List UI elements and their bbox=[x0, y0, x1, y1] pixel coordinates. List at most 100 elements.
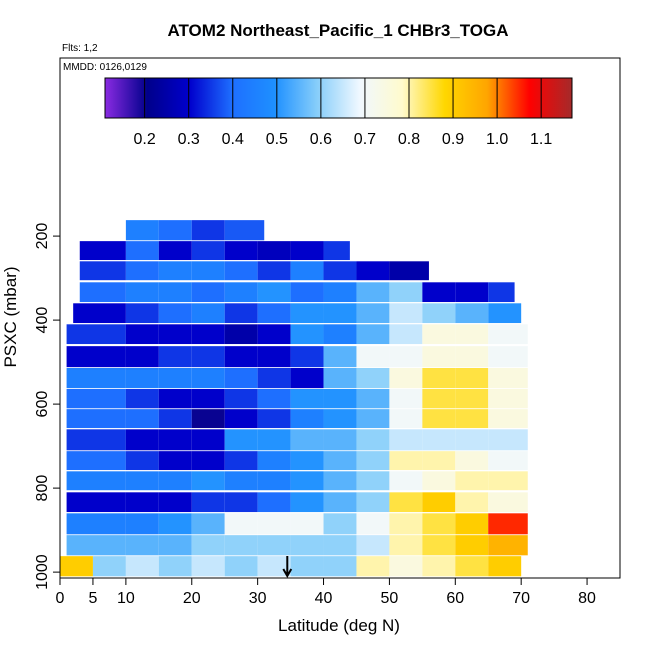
curtain-cell bbox=[389, 471, 423, 491]
curtain-cell bbox=[290, 535, 324, 556]
curtain-cell bbox=[158, 241, 192, 261]
curtain-cell bbox=[125, 429, 159, 451]
curtain-cell bbox=[455, 535, 489, 556]
x-tick-label: 40 bbox=[315, 590, 333, 607]
colorbar-tick-label: 1.1 bbox=[530, 131, 552, 148]
curtain-cell bbox=[224, 535, 258, 556]
colorbar-tick-label: 0.4 bbox=[222, 131, 244, 148]
curtain-cell bbox=[323, 367, 357, 389]
curtain-cell bbox=[191, 303, 225, 324]
curtain-cell bbox=[356, 261, 390, 281]
curtain-cell bbox=[455, 556, 489, 577]
x-axis-label: Latitude (deg N) bbox=[278, 616, 400, 635]
curtain-cell bbox=[488, 282, 515, 303]
curtain-cell bbox=[158, 303, 192, 324]
chart-title: ATOM2 Northeast_Pacific_1 CHBr3_TOGA bbox=[167, 21, 508, 40]
curtain-cell bbox=[488, 303, 522, 324]
curtain-cell bbox=[290, 471, 324, 491]
curtain-cell bbox=[356, 346, 390, 368]
curtain-cell bbox=[488, 388, 528, 409]
curtain-cell bbox=[455, 492, 489, 513]
curtain-cell bbox=[290, 367, 324, 389]
curtain-cell bbox=[224, 471, 258, 491]
x-tick-label: 50 bbox=[381, 590, 399, 607]
curtain-cell bbox=[257, 303, 291, 324]
curtain-cell bbox=[125, 388, 159, 409]
curtain-cell bbox=[191, 388, 225, 409]
colorbar-tick-label: 0.8 bbox=[398, 131, 420, 148]
x-tick-label: 80 bbox=[578, 590, 596, 607]
curtain-cell bbox=[290, 388, 324, 409]
curtain-cell bbox=[323, 409, 357, 429]
curtain-cell bbox=[323, 388, 357, 409]
curtain-cell bbox=[455, 367, 489, 389]
curtain-cell bbox=[389, 556, 423, 577]
curtain-cell bbox=[125, 282, 159, 303]
curtain-cell bbox=[356, 535, 390, 556]
curtain-cell bbox=[66, 429, 126, 451]
curtain-cell bbox=[79, 241, 126, 261]
curtain-cell bbox=[356, 388, 390, 409]
annotation: Flts: 1,2 bbox=[62, 43, 98, 54]
curtain-cell bbox=[389, 324, 423, 345]
curtain-cell bbox=[455, 388, 489, 409]
curtain-cell bbox=[224, 324, 258, 345]
curtain-cell bbox=[60, 556, 93, 577]
curtain-cell bbox=[323, 324, 357, 345]
curtain-cell bbox=[488, 367, 528, 389]
curtain-cell bbox=[125, 367, 159, 389]
curtain-cell bbox=[290, 282, 324, 303]
x-tick-label: 60 bbox=[446, 590, 464, 607]
curtain-cell bbox=[191, 282, 225, 303]
curtain-cell bbox=[455, 451, 489, 471]
curtain-cell bbox=[158, 429, 192, 451]
latitude-arrow bbox=[282, 556, 293, 579]
curtain-cell bbox=[257, 241, 291, 261]
curtain-cell bbox=[290, 513, 324, 535]
curtain-cell bbox=[389, 513, 423, 535]
curtain-cell bbox=[422, 429, 456, 451]
curtain-cell bbox=[66, 451, 126, 471]
curtain-cell bbox=[125, 492, 159, 513]
curtain-cell bbox=[125, 220, 159, 241]
curtain-cell bbox=[488, 346, 528, 368]
curtain-cell bbox=[158, 367, 192, 389]
curtain-cell bbox=[422, 471, 456, 491]
curtain-cell bbox=[158, 471, 192, 491]
curtain-cell bbox=[488, 324, 528, 345]
curtain-cell bbox=[488, 535, 528, 556]
curtain-cell bbox=[125, 346, 159, 368]
curtain-cell bbox=[356, 513, 390, 535]
curtain-cell bbox=[224, 513, 258, 535]
curtain-cell bbox=[290, 324, 324, 345]
curtain-cell bbox=[158, 282, 192, 303]
curtain-cell bbox=[66, 388, 126, 409]
curtain-cell bbox=[389, 346, 423, 368]
curtain-cell bbox=[191, 220, 225, 241]
curtain-cell bbox=[224, 388, 258, 409]
curtain-cell bbox=[158, 220, 192, 241]
curtain-cell bbox=[257, 282, 291, 303]
colorbar-tick-label: 1.0 bbox=[486, 131, 508, 148]
curtain-cell bbox=[290, 409, 324, 429]
curtain-cell bbox=[191, 535, 225, 556]
curtain-cell bbox=[158, 535, 192, 556]
curtain-cell bbox=[158, 556, 192, 577]
curtain-cell bbox=[422, 367, 456, 389]
curtain-cell bbox=[257, 429, 291, 451]
curtain-cell bbox=[389, 303, 423, 324]
curtain-cell bbox=[191, 556, 225, 577]
curtain-cell bbox=[257, 409, 291, 429]
curtain-cell bbox=[455, 303, 489, 324]
curtain-cell bbox=[257, 261, 291, 281]
curtain-cell bbox=[455, 409, 489, 429]
curtain-cell bbox=[323, 513, 357, 535]
curtain-cell bbox=[356, 451, 390, 471]
plot-frame bbox=[59, 57, 621, 579]
curtain-cell bbox=[290, 261, 324, 281]
curtain-cell bbox=[257, 388, 291, 409]
curtain-cell bbox=[125, 261, 159, 281]
curtain-cell bbox=[66, 535, 126, 556]
curtain-cell bbox=[191, 409, 225, 429]
curtain-cell bbox=[323, 451, 357, 471]
